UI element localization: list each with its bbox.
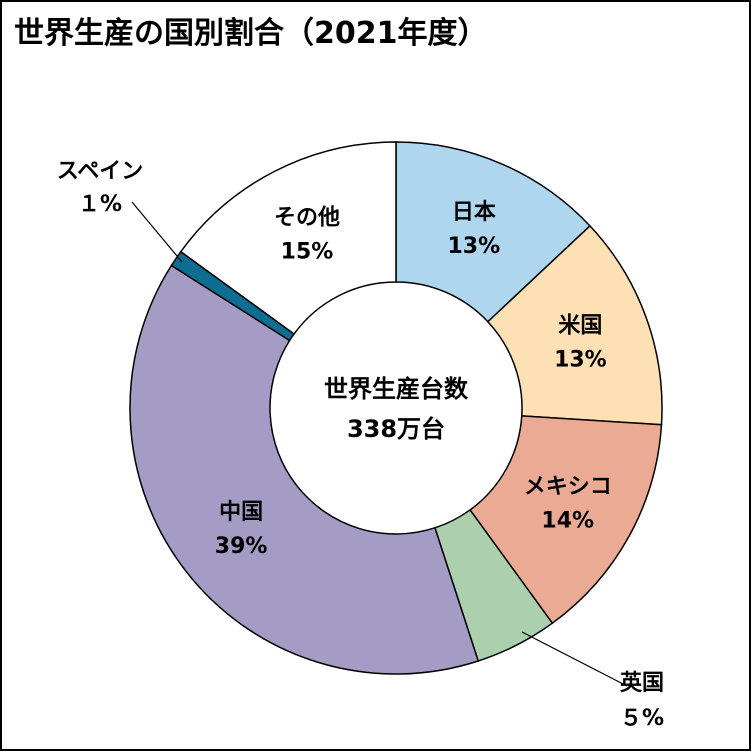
slice-label: 英国	[620, 671, 664, 696]
slice-percent-label: 15%	[281, 239, 334, 264]
slice-label: 米国	[558, 314, 602, 339]
center-label-line2: 338万台	[347, 415, 445, 443]
slice-label: 中国	[219, 500, 263, 525]
slice-percent-label: 13%	[448, 234, 501, 259]
pie-slice	[469, 415, 663, 625]
chart-title: 世界生産の国別割合（2021年度）	[14, 16, 488, 51]
slice-percent-label: ５%	[620, 706, 664, 731]
slice-percent-label: 13%	[554, 348, 607, 373]
pie-slice	[179, 141, 397, 335]
slice-percent-label: １%	[78, 192, 122, 217]
slices-group	[129, 141, 663, 675]
slice-label: 日本	[452, 200, 496, 225]
pie-slice	[129, 264, 480, 675]
leader-line	[131, 201, 183, 263]
slice-percent-label: 39%	[215, 534, 268, 559]
center-label-line1: 世界生産台数	[324, 375, 469, 403]
slice-label: メキシコ	[524, 474, 612, 499]
slice-label: その他	[274, 205, 340, 230]
slice-percent-label: 14%	[541, 508, 594, 533]
leader-line	[521, 631, 628, 687]
labels-group: 日本 13% 米国 13% メキシコ 14% 英国 ５% 中国 39% スペイン １% その他 15%	[57, 159, 664, 731]
slice-label: スペイン	[57, 159, 143, 184]
